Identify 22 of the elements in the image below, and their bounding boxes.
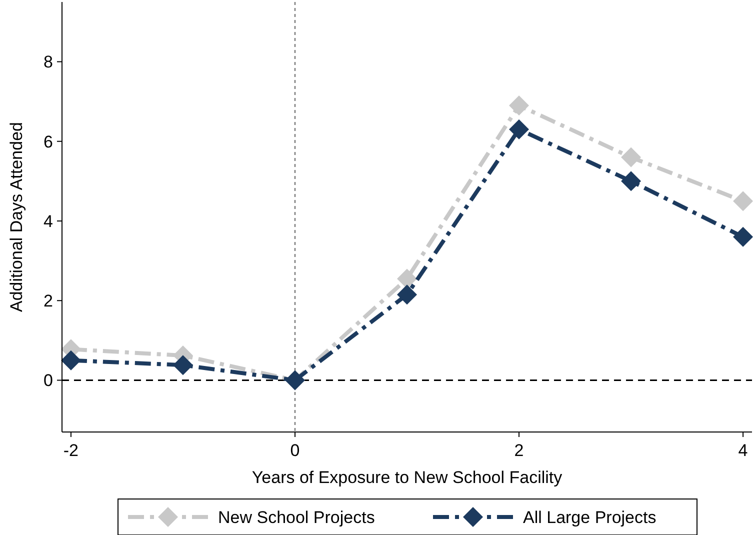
point [733,191,754,212]
y-tick-label: 8 [44,52,53,72]
legend-label: All Large Projects [523,508,656,527]
y-axis-title: Additional Days Attended [7,122,26,312]
x-tick-label: 2 [514,441,524,460]
legend-label: New School Projects [218,508,375,527]
y-tick-label: 0 [44,371,53,390]
point [397,284,417,305]
x-tick-label: 0 [290,441,300,460]
point [509,119,530,140]
y-tick-label: 6 [44,132,53,152]
point [621,147,642,168]
point [172,355,193,376]
y-tick-label: 4 [44,212,53,231]
point [509,96,530,116]
point [60,350,81,370]
point [733,226,754,247]
point [621,171,642,192]
x-tick-label: -2 [63,441,79,460]
x-axis-title: Years of Exposure to New School Facility [252,468,563,487]
x-tick-label: 4 [738,441,748,460]
y-tick-label: 2 [44,292,53,311]
